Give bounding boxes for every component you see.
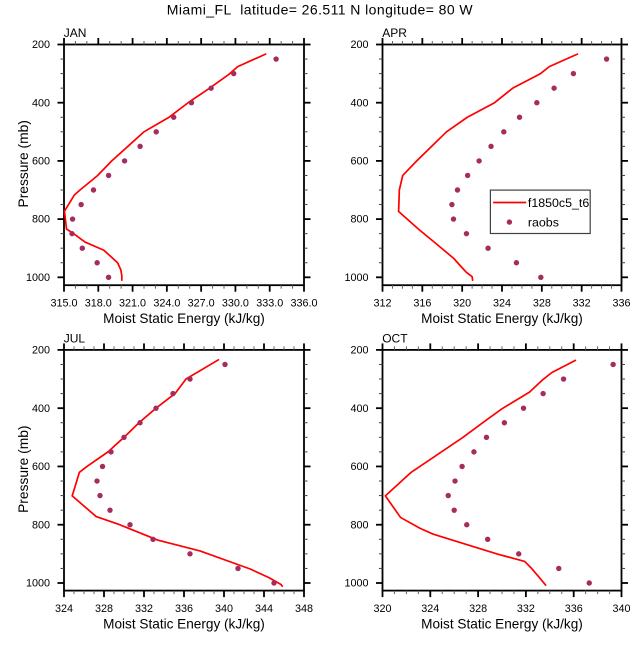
svg-text:315.0: 315.0 (50, 297, 77, 309)
svg-text:200: 200 (32, 345, 50, 357)
svg-text:600: 600 (32, 156, 50, 168)
svg-text:336: 336 (565, 603, 583, 615)
svg-text:320: 320 (453, 297, 471, 309)
svg-text:328: 328 (469, 603, 487, 615)
svg-text:400: 400 (350, 97, 368, 109)
svg-text:324: 324 (493, 297, 511, 309)
svg-text:1000: 1000 (26, 272, 50, 284)
svg-text:1000: 1000 (344, 578, 368, 590)
svg-text:800: 800 (350, 519, 368, 531)
svg-text:Miami_FL latitude= 26.511 N l: Miami_FL latitude= 26.511 N longitude= 8… (167, 2, 474, 18)
svg-text:336: 336 (175, 603, 193, 615)
svg-text:400: 400 (32, 403, 50, 415)
svg-text:400: 400 (350, 403, 368, 415)
svg-text:JUL: JUL (64, 331, 86, 345)
svg-text:340: 340 (612, 603, 630, 615)
svg-text:324: 324 (55, 603, 73, 615)
svg-text:348: 348 (295, 603, 313, 615)
svg-text:Pressure (mb): Pressure (mb) (16, 425, 31, 512)
svg-text:JAN: JAN (64, 26, 87, 40)
svg-text:Moist Static Energy (kJ/kg): Moist Static Energy (kJ/kg) (103, 616, 265, 631)
svg-text:336: 336 (612, 297, 630, 309)
svg-text:600: 600 (32, 461, 50, 473)
svg-text:336.0: 336.0 (290, 297, 317, 309)
svg-text:332: 332 (135, 603, 153, 615)
svg-text:200: 200 (350, 39, 368, 51)
svg-text:332: 332 (573, 297, 591, 309)
svg-text:400: 400 (32, 97, 50, 109)
svg-text:200: 200 (350, 345, 368, 357)
svg-text:324: 324 (421, 603, 439, 615)
svg-text:328: 328 (533, 297, 551, 309)
svg-text:raobs: raobs (528, 215, 559, 229)
svg-text:327.0: 327.0 (188, 297, 215, 309)
svg-text:200: 200 (32, 39, 50, 51)
svg-text:600: 600 (350, 156, 368, 168)
svg-text:332: 332 (517, 603, 535, 615)
svg-text:Moist Static Energy (kJ/kg): Moist Static Energy (kJ/kg) (103, 311, 265, 326)
svg-text:OCT: OCT (382, 331, 408, 345)
svg-text:Moist Static Energy (kJ/kg): Moist Static Energy (kJ/kg) (421, 311, 583, 326)
svg-text:Moist Static Energy (kJ/kg): Moist Static Energy (kJ/kg) (421, 616, 583, 631)
svg-text:APR: APR (382, 26, 407, 40)
svg-text:800: 800 (32, 214, 50, 226)
svg-text:1000: 1000 (344, 272, 368, 284)
svg-text:600: 600 (350, 461, 368, 473)
svg-text:321.0: 321.0 (119, 297, 146, 309)
svg-text:344: 344 (255, 603, 273, 615)
svg-text:330.0: 330.0 (222, 297, 249, 309)
svg-text:328: 328 (95, 603, 113, 615)
svg-text:f1850c5_t6: f1850c5_t6 (528, 196, 589, 210)
svg-text:340: 340 (215, 603, 233, 615)
svg-text:Pressure (mb): Pressure (mb) (16, 120, 31, 207)
svg-text:318.0: 318.0 (85, 297, 112, 309)
svg-text:800: 800 (350, 214, 368, 226)
svg-text:316: 316 (413, 297, 431, 309)
svg-text:312: 312 (373, 297, 391, 309)
svg-text:1000: 1000 (26, 578, 50, 590)
svg-text:800: 800 (32, 519, 50, 531)
svg-text:333.0: 333.0 (256, 297, 283, 309)
svg-text:320: 320 (373, 603, 391, 615)
svg-text:324.0: 324.0 (153, 297, 180, 309)
